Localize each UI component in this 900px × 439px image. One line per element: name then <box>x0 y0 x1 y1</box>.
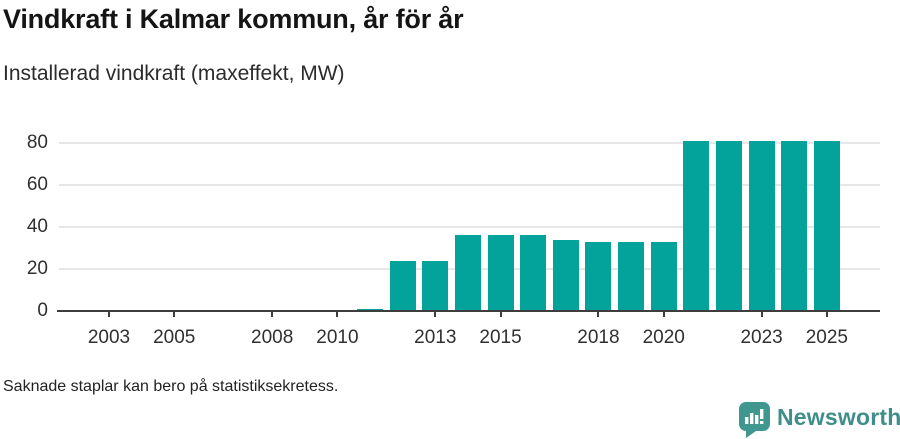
x-axis-tick-2020 <box>662 312 665 317</box>
x-axis-line <box>57 310 880 312</box>
newsworthy-logo-text: Newsworthy <box>777 404 900 430</box>
bar-2020 <box>650 241 677 311</box>
x-axis-tick-label-2020: 2020 <box>642 327 685 348</box>
y-axis-tick-label-80: 80 <box>26 132 48 153</box>
bar-2025 <box>813 140 840 311</box>
bar-2014 <box>454 235 481 311</box>
x-axis-tick-2010 <box>336 312 339 317</box>
x-axis-tick-label-2018: 2018 <box>577 327 620 348</box>
y-axis-tick-label-40: 40 <box>26 216 48 237</box>
bar-2022 <box>715 140 742 311</box>
x-axis-tick-label-2008: 2008 <box>251 327 294 348</box>
x-axis-tick-label-2013: 2013 <box>414 327 457 348</box>
x-axis-tick-2013 <box>434 312 437 317</box>
newsworthy-logo-icon <box>739 402 770 438</box>
x-axis-tick-2018 <box>597 312 600 317</box>
chart-title: Vindkraft i Kalmar kommun, år för år <box>3 4 464 34</box>
bar-2011 <box>357 308 384 311</box>
x-axis-tick-label-2005: 2005 <box>153 327 196 348</box>
x-axis-tick-2008 <box>271 312 274 317</box>
bar-2015 <box>487 235 514 311</box>
bar-2018 <box>585 241 612 311</box>
bar-2024 <box>781 140 808 311</box>
bar-2017 <box>552 239 579 311</box>
bar-2019 <box>618 241 645 311</box>
plot-area <box>57 126 880 311</box>
gridline-40 <box>59 226 880 228</box>
bar-2012 <box>389 260 416 311</box>
gridline-60 <box>59 184 880 186</box>
x-axis-tick-label-2023: 2023 <box>740 327 783 348</box>
bar-2013 <box>422 260 449 311</box>
x-axis-tick-label-2010: 2010 <box>316 327 359 348</box>
x-axis-tick-label-2003: 2003 <box>87 327 131 348</box>
bar-2016 <box>520 235 547 311</box>
bar-2021 <box>683 140 710 311</box>
y-axis-tick-label-60: 60 <box>26 174 48 195</box>
x-axis-tick-2025 <box>825 312 828 317</box>
x-axis-tick-2015 <box>499 312 502 317</box>
x-axis-tick-2003 <box>108 312 110 317</box>
x-axis-tick-label-2025: 2025 <box>805 327 848 348</box>
footnote: Saknade staplar kan bero på statistiksek… <box>3 378 339 395</box>
y-axis-tick-label-20: 20 <box>26 258 48 279</box>
newsworthy-logo: Newsworthy <box>739 401 900 439</box>
bar-2023 <box>748 140 775 311</box>
x-axis-tick-2023 <box>760 312 763 317</box>
x-axis-tick-2005 <box>173 312 176 317</box>
gridline-80 <box>59 142 880 144</box>
speech-bubble-shape <box>739 402 770 438</box>
mini-bar-chart-glyph <box>745 409 764 424</box>
x-axis-tick-label-2015: 2015 <box>479 327 522 348</box>
y-axis-tick-label-0: 0 <box>37 300 48 321</box>
chart-subtitle: Installerad vindkraft (maxeffekt, MW) <box>3 62 345 85</box>
